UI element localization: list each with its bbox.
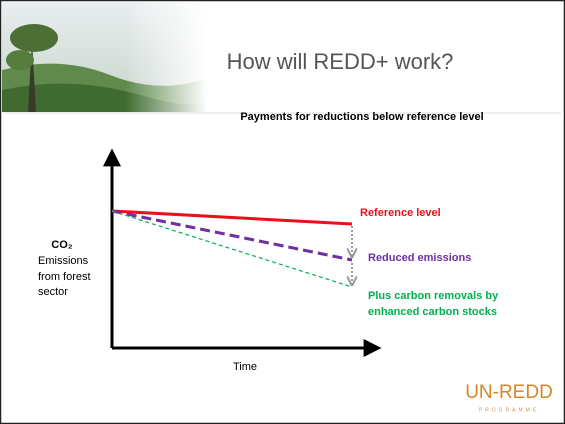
logo-name: UN-REDD [465, 382, 553, 403]
reference-line [111, 209, 353, 226]
forest-photo [2, 2, 208, 112]
subtitle: Payments for reductions below reference … [240, 111, 483, 123]
y-axis-label: sector [38, 286, 68, 298]
slide-title: How will REDD+ work? [227, 49, 454, 74]
line-label: enhanced carbon stocks [368, 306, 497, 318]
line-label: Reference level [360, 207, 441, 219]
y-axis-label: Emissions [38, 255, 89, 267]
x-axis-title: Time [233, 361, 257, 373]
line-label: Plus carbon removals by [368, 290, 499, 302]
y-axis-label: from forest [38, 271, 91, 283]
line-label: Reduced emissions [368, 252, 471, 264]
logo-subtitle: PROGRAMME [479, 407, 539, 413]
reduced-line [111, 209, 353, 262]
y-axis-title: CO₂ [51, 239, 73, 251]
